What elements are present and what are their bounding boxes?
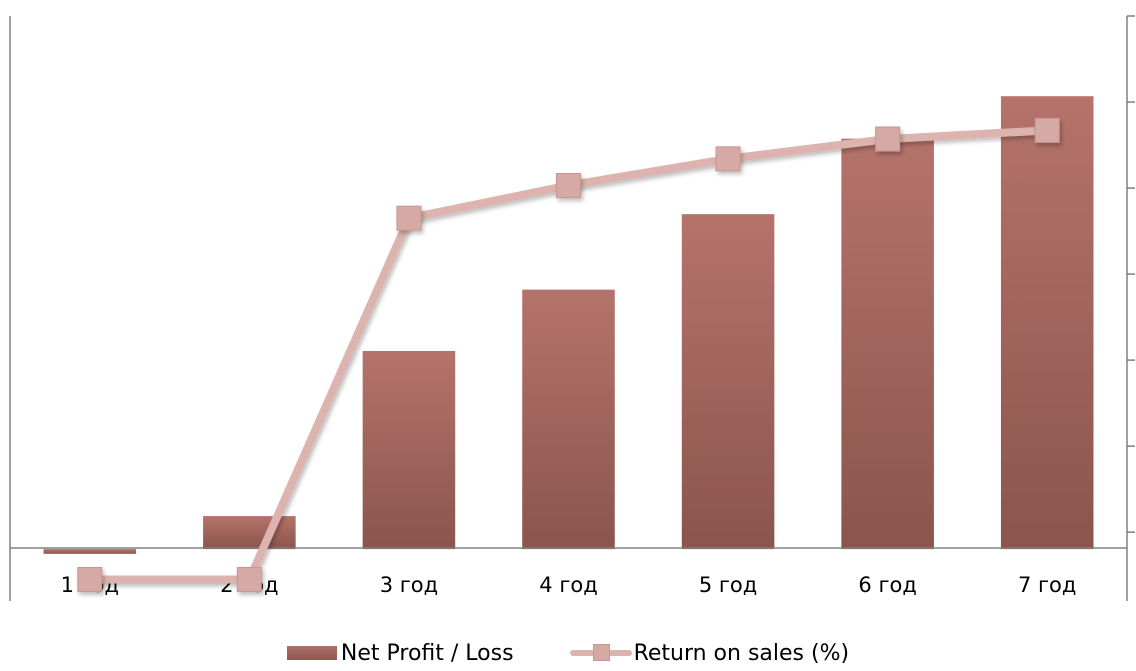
x-tick-label: 4 год xyxy=(539,573,597,597)
line-marker-1[interactable] xyxy=(77,566,103,592)
bar-5[interactable] xyxy=(681,214,775,550)
bar-1[interactable] xyxy=(43,549,137,554)
x-tick-label: 7 год xyxy=(1018,573,1076,597)
legend-line-swatch xyxy=(569,643,632,663)
right-axis-ticks xyxy=(1127,15,1135,533)
legend-line-label: Return on sales (%) xyxy=(633,640,850,666)
x-tick-label: 5 год xyxy=(699,573,757,597)
legend: Net Profit / Loss Return on sales (%) xyxy=(0,638,1136,668)
x-tick-label: 6 год xyxy=(858,573,916,597)
bar-4[interactable] xyxy=(522,289,615,550)
legend-bar-label: Net Profit / Loss xyxy=(340,640,514,666)
line-marker-2[interactable] xyxy=(236,566,262,592)
line-marker-7[interactable] xyxy=(1034,117,1060,143)
line-marker-5[interactable] xyxy=(715,146,741,172)
line-marker-6[interactable] xyxy=(875,126,901,152)
line-layer xyxy=(77,117,1060,592)
legend-bar-swatch xyxy=(286,646,337,660)
bar-6[interactable] xyxy=(841,138,934,550)
legend-item-line[interactable]: Return on sales (%) xyxy=(569,640,850,666)
bar-2[interactable] xyxy=(203,516,296,550)
line-marker-4[interactable] xyxy=(556,172,581,198)
bars-layer xyxy=(43,96,1094,554)
bar-3[interactable] xyxy=(362,350,456,550)
legend-item-bar[interactable]: Net Profit / Loss xyxy=(286,640,514,666)
line-marker-3[interactable] xyxy=(396,205,422,231)
bar-7[interactable] xyxy=(1000,96,1094,550)
x-tick-label: 3 год xyxy=(380,573,438,597)
